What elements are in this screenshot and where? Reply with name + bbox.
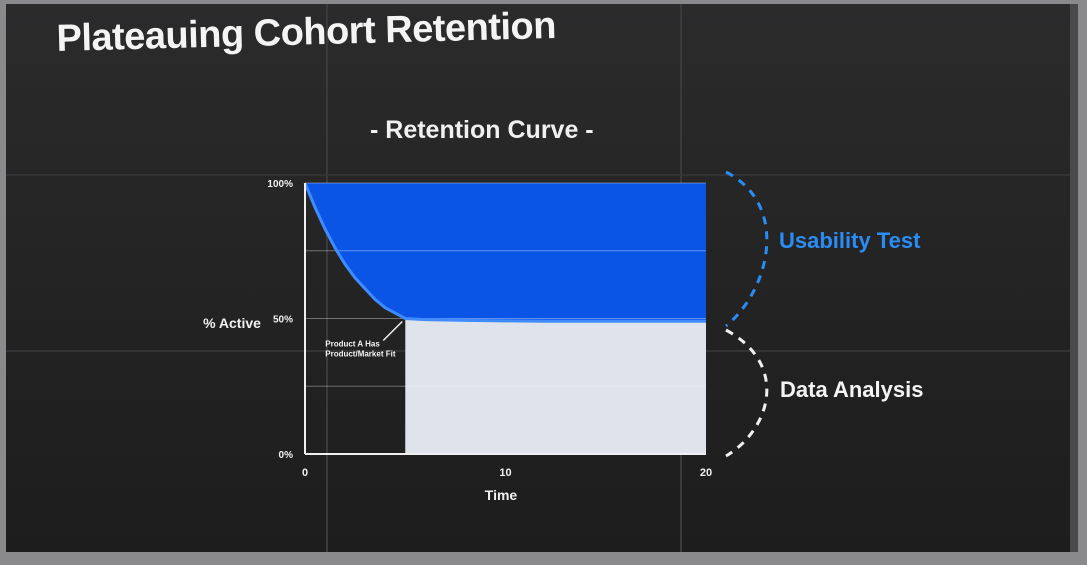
y-tick-label: 0%	[279, 450, 294, 461]
x-tick-label: 0	[302, 467, 308, 479]
screen-seam	[6, 174, 1070, 176]
plot-area: 100% 50% 0% 0 10 20 Product A Has Product/Marke…	[267, 179, 712, 479]
chart-subtitle: - Retention Curve -	[370, 116, 594, 144]
annotation-arrow	[382, 320, 403, 342]
screen-seam	[326, 4, 328, 552]
lower-brace	[725, 328, 769, 458]
x-axis-label: Time	[485, 487, 518, 503]
retained-area	[405, 318, 706, 454]
y-tick-label: 50%	[273, 315, 293, 326]
data-analysis-label: Data Analysis	[780, 377, 924, 402]
upper-brace	[725, 170, 769, 328]
retention-curve	[303, 182, 706, 323]
usability-test-label: Usability Test	[779, 228, 921, 253]
y-tick-label: 100%	[267, 179, 293, 190]
annotation-label: Product A Has Product/Market Fit	[325, 340, 396, 359]
y-axis-label: % Active	[203, 315, 261, 331]
churned-area	[305, 183, 706, 322]
x-tick-label: 20	[700, 467, 712, 479]
x-tick-label: 10	[499, 467, 511, 479]
